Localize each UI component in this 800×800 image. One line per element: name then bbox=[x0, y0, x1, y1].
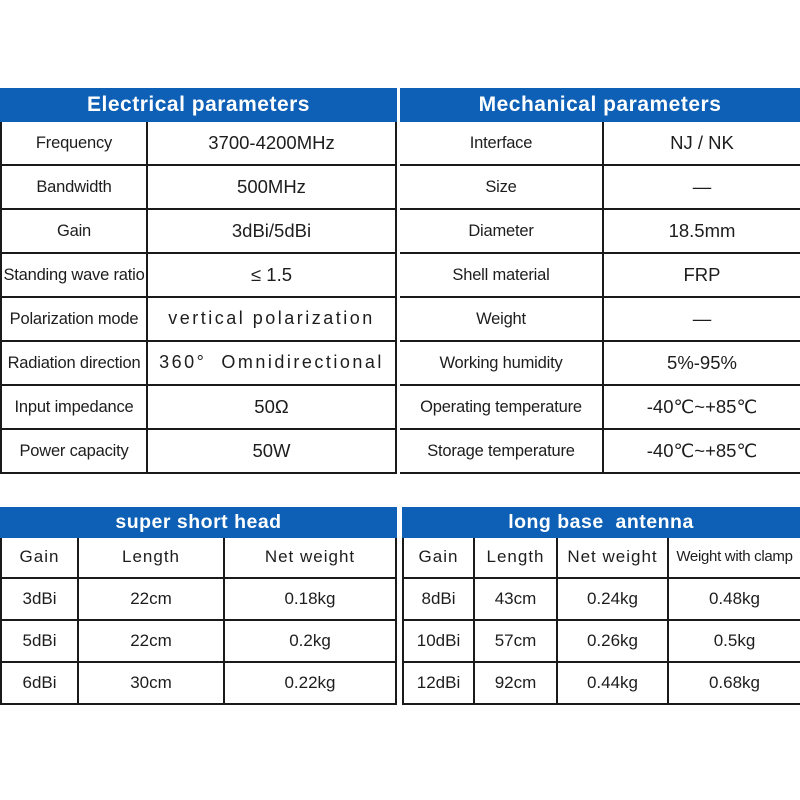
long-base-antenna-header: long base antenna bbox=[402, 507, 800, 538]
column-header: Length bbox=[475, 538, 558, 577]
table-row: 8dBi 43cm 0.24kg 0.48kg bbox=[404, 579, 800, 621]
table-cell: 0.2kg bbox=[289, 630, 331, 650]
spec-label: Frequency bbox=[2, 122, 148, 164]
spec-value: 3dBi/5dBi bbox=[231, 219, 312, 241]
spec-value: 3700-4200MHz bbox=[208, 131, 335, 153]
table-cell: 8dBi bbox=[404, 579, 475, 619]
spec-label: Size bbox=[400, 166, 604, 208]
mechanical-parameters-table: Mechanical parameters Interface NJ / NK … bbox=[400, 88, 800, 474]
spec-row: Bandwidth 500MHz bbox=[2, 166, 395, 210]
table-cell: 57cm bbox=[475, 621, 558, 661]
table-cell: 3dBi bbox=[2, 579, 79, 619]
table-cell: 0.44kg bbox=[558, 663, 669, 703]
spec-label: Diameter bbox=[400, 210, 604, 252]
spec-row: Operating temperature -40℃~+85℃ bbox=[400, 386, 800, 430]
spec-row: Shell material FRP bbox=[400, 254, 800, 298]
column-header-row: Gain Length Net weight Weight with clamp bbox=[404, 538, 800, 579]
table-cell: 43cm bbox=[475, 579, 558, 619]
table-cell: 22cm bbox=[79, 579, 225, 619]
spec-label: Input impedance bbox=[2, 386, 148, 428]
spec-label: Operating temperature bbox=[400, 386, 604, 428]
table-row: 10dBi 57cm 0.26kg 0.5kg bbox=[404, 621, 800, 663]
spec-row: Diameter 18.5mm bbox=[400, 210, 800, 254]
super-short-head-table: super short head Gain Length Net weight … bbox=[0, 507, 397, 705]
spec-row: Interface NJ / NK bbox=[400, 122, 800, 166]
spec-row: Standing wave ratio ≤ 1.5 bbox=[2, 254, 395, 298]
spec-row: Power capacity 50W bbox=[2, 430, 395, 474]
table-cell: 0.22kg bbox=[284, 672, 336, 692]
table-cell: 10dBi bbox=[404, 621, 475, 661]
spec-label: Bandwidth bbox=[2, 166, 148, 208]
table-cell: 12dBi bbox=[404, 663, 475, 703]
column-header: Gain bbox=[2, 538, 79, 577]
spec-row: Gain 3dBi/5dBi bbox=[2, 210, 395, 254]
table-row: 6dBi 30cm 0.22kg bbox=[2, 663, 395, 705]
table-cell: 0.18kg bbox=[284, 588, 336, 608]
spec-label: Shell material bbox=[400, 254, 604, 296]
spec-label: Radiation direction bbox=[2, 342, 148, 384]
spec-label: Weight bbox=[400, 298, 604, 340]
electrical-parameters-table: Electrical parameters Frequency 3700-420… bbox=[0, 88, 397, 474]
spec-value: FRP bbox=[683, 263, 721, 285]
spec-row: Working humidity 5%-95% bbox=[400, 342, 800, 386]
spec-row: Frequency 3700-4200MHz bbox=[2, 122, 395, 166]
spec-value: 50W bbox=[252, 439, 291, 461]
super-short-head-header: super short head bbox=[0, 507, 397, 538]
table-cell: 6dBi bbox=[2, 663, 79, 703]
mechanical-parameters-header: Mechanical parameters bbox=[400, 88, 800, 122]
spec-label: Working humidity bbox=[400, 342, 604, 384]
spec-label: Gain bbox=[2, 210, 148, 252]
spec-value: -40℃~+85℃ bbox=[646, 395, 758, 417]
spec-label: Polarization mode bbox=[2, 298, 148, 340]
spec-row: Storage temperature -40℃~+85℃ bbox=[400, 430, 800, 474]
mechanical-rows: Interface NJ / NK Size — Diameter 18.5mm… bbox=[400, 122, 800, 474]
table-cell: 22cm bbox=[79, 621, 225, 661]
spec-value: 500MHz bbox=[237, 175, 306, 197]
spec-value: 360° Omnidirectional bbox=[159, 352, 384, 373]
spec-value: — bbox=[692, 307, 712, 329]
spec-row: Radiation direction 360° Omnidirectional bbox=[2, 342, 395, 386]
column-header: Gain bbox=[404, 538, 475, 577]
table-cell: 0.68kg bbox=[708, 672, 761, 692]
electrical-parameters-header: Electrical parameters bbox=[0, 88, 397, 122]
spec-label: Power capacity bbox=[2, 430, 148, 472]
column-header: Length bbox=[79, 538, 225, 577]
spec-value: -40℃~+85℃ bbox=[646, 439, 758, 461]
column-header-row: Gain Length Net weight bbox=[2, 538, 395, 579]
table-cell: 92cm bbox=[475, 663, 558, 703]
table-row: 12dBi 92cm 0.44kg 0.68kg bbox=[404, 663, 800, 705]
spec-value: 5%-95% bbox=[667, 351, 737, 373]
table-cell: 0.24kg bbox=[558, 579, 669, 619]
column-header: Weight with clamp bbox=[676, 548, 793, 566]
variants-section: super short head Gain Length Net weight … bbox=[0, 507, 800, 705]
column-header: Net weight bbox=[558, 538, 669, 577]
spec-value: — bbox=[692, 175, 712, 197]
spec-label: Storage temperature bbox=[400, 430, 604, 472]
electrical-rows: Frequency 3700-4200MHz Bandwidth 500MHz … bbox=[0, 122, 397, 474]
spec-row: Polarization mode vertical polarization bbox=[2, 298, 395, 342]
column-header: Net weight bbox=[264, 547, 356, 567]
table-cell: 0.48kg bbox=[708, 588, 761, 608]
long-base-antenna-rows: Gain Length Net weight Weight with clamp… bbox=[402, 538, 800, 705]
spec-row: Weight — bbox=[400, 298, 800, 342]
table-cell: 30cm bbox=[79, 663, 225, 703]
long-base-antenna-table: long base antenna Gain Length Net weight… bbox=[402, 507, 800, 705]
spec-row: Input impedance 50Ω bbox=[2, 386, 395, 430]
spec-value: 18.5mm bbox=[668, 219, 736, 241]
spec-value: vertical polarization bbox=[168, 308, 375, 329]
spec-label: Standing wave ratio bbox=[2, 254, 148, 296]
table-row: 3dBi 22cm 0.18kg bbox=[2, 579, 395, 621]
table-cell: 5dBi bbox=[2, 621, 79, 661]
spec-value: 50Ω bbox=[254, 395, 289, 417]
super-short-head-rows: Gain Length Net weight 3dBi 22cm 0.18kg … bbox=[0, 538, 397, 705]
spec-value: ≤ 1.5 bbox=[250, 263, 292, 285]
table-cell: 0.5kg bbox=[713, 630, 756, 650]
table-cell: 0.26kg bbox=[558, 621, 669, 661]
table-row: 5dBi 22cm 0.2kg bbox=[2, 621, 395, 663]
spec-row: Size — bbox=[400, 166, 800, 210]
parameters-section: Electrical parameters Frequency 3700-420… bbox=[0, 88, 800, 474]
spec-value: NJ / NK bbox=[670, 131, 734, 153]
spec-label: Interface bbox=[400, 122, 604, 164]
